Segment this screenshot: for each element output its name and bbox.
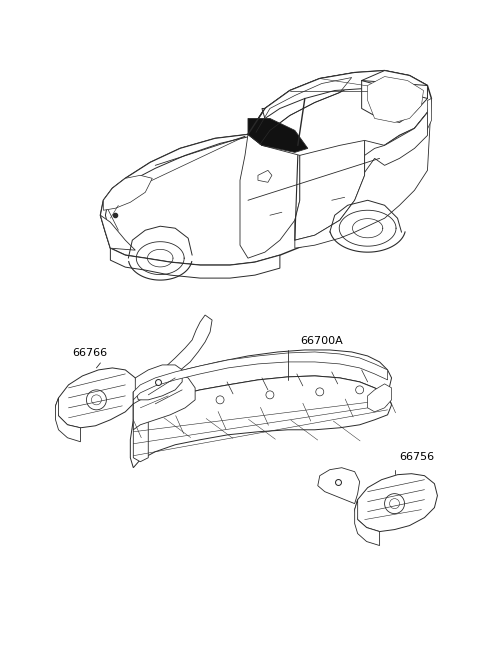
Polygon shape xyxy=(368,384,392,412)
Polygon shape xyxy=(133,352,387,400)
Polygon shape xyxy=(135,365,182,400)
Text: 66766: 66766 xyxy=(72,348,108,358)
Polygon shape xyxy=(248,73,361,145)
Polygon shape xyxy=(355,500,380,546)
Polygon shape xyxy=(318,468,360,504)
Polygon shape xyxy=(361,71,428,122)
Polygon shape xyxy=(355,474,437,532)
Polygon shape xyxy=(103,176,152,210)
Polygon shape xyxy=(365,113,428,172)
Polygon shape xyxy=(133,375,195,430)
Polygon shape xyxy=(258,170,272,182)
Polygon shape xyxy=(262,71,428,119)
Polygon shape xyxy=(368,77,423,122)
Polygon shape xyxy=(415,98,432,136)
Polygon shape xyxy=(100,71,432,265)
Polygon shape xyxy=(295,98,432,248)
Polygon shape xyxy=(240,134,300,258)
Polygon shape xyxy=(56,368,138,428)
Polygon shape xyxy=(248,119,308,153)
Text: 66756: 66756 xyxy=(399,452,435,462)
Polygon shape xyxy=(130,376,392,468)
Polygon shape xyxy=(110,248,280,278)
Polygon shape xyxy=(100,134,250,248)
Text: 66700A: 66700A xyxy=(300,336,343,346)
Polygon shape xyxy=(56,398,81,441)
Polygon shape xyxy=(133,350,392,420)
Polygon shape xyxy=(100,215,135,250)
Polygon shape xyxy=(295,140,365,240)
Polygon shape xyxy=(133,315,212,404)
Polygon shape xyxy=(133,392,148,462)
